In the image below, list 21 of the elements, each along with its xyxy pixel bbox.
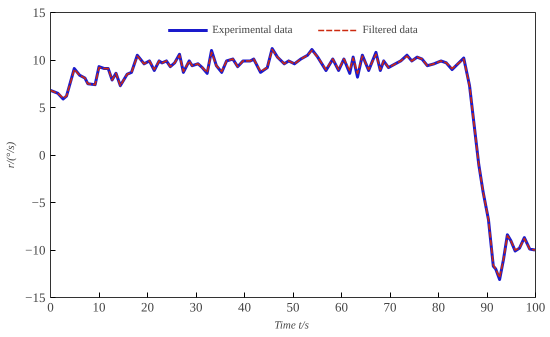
y-tick-label: −15: [25, 290, 46, 305]
x-tick-label: 50: [286, 300, 300, 314]
x-tick-label: 90: [480, 300, 494, 314]
x-tick-label: 20: [141, 300, 154, 314]
y-tick-label: −10: [25, 242, 46, 258]
x-tick-label: 80: [432, 300, 445, 314]
x-tick-label: 40: [238, 300, 251, 314]
x-tick-label: 60: [335, 300, 348, 314]
y-tick-label: 15: [32, 5, 46, 20]
y-tick-label: 0: [39, 148, 46, 162]
x-tick-label: 30: [190, 300, 202, 314]
y-tick-label: −5: [32, 195, 46, 210]
x-tick-label: 100: [526, 300, 546, 314]
y-tick-label: 5: [39, 100, 46, 115]
x-tick-label: 70: [384, 300, 396, 314]
y-tick-label: 10: [32, 52, 46, 68]
x-tick-label: 10: [92, 300, 106, 314]
y-axis-title: r/(°/s): [5, 141, 18, 168]
legend-label: Filtered data: [362, 24, 418, 36]
legend-label: Experimental data: [212, 24, 293, 36]
x-axis-title: Time t/s: [274, 320, 309, 332]
